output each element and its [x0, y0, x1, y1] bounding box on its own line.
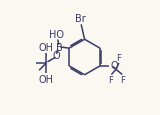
- Text: OH: OH: [38, 75, 53, 85]
- Text: HO: HO: [49, 30, 64, 40]
- Text: Br: Br: [75, 14, 86, 24]
- Text: F: F: [108, 75, 113, 84]
- Text: O: O: [53, 51, 60, 60]
- Text: F: F: [116, 54, 121, 63]
- Text: O: O: [110, 60, 118, 70]
- Text: F: F: [120, 75, 125, 84]
- Text: B: B: [56, 43, 62, 53]
- Text: OH: OH: [39, 42, 54, 52]
